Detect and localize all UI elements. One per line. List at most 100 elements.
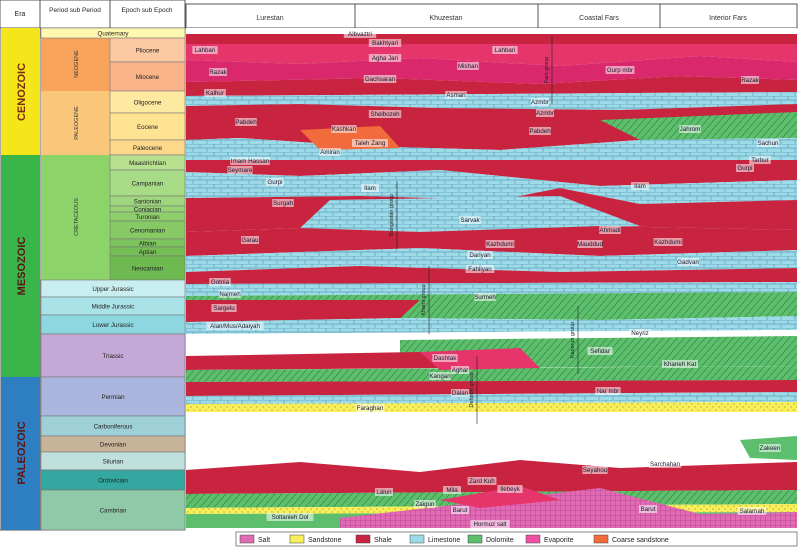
- epoch-label: Neocamian: [132, 266, 164, 273]
- region-interior-fars: Interior Fars: [709, 15, 747, 22]
- region-lurestan: Lurestan: [256, 15, 283, 22]
- legend-swatch: [409, 534, 425, 544]
- formation-label-bg: [443, 486, 461, 494]
- formation-label: Gadvan: [677, 259, 699, 266]
- formation-label-bg: [319, 148, 341, 156]
- formation-label: Bakhtyari: [372, 40, 398, 47]
- period-cretaceous-label: CRETACEOUS: [74, 198, 80, 236]
- formation-label: Zakeen: [760, 445, 781, 452]
- formation-label-bg: [361, 184, 379, 192]
- legend-label: Evaporite: [544, 537, 574, 544]
- formation-label-bg: [429, 372, 451, 380]
- formation-label-bg: [662, 360, 698, 368]
- epoch-label: Turonian: [135, 214, 160, 221]
- legend-swatch: [525, 534, 541, 544]
- formation-label: Kazhdumi: [486, 241, 514, 248]
- legend-label: Coarse sandstone: [612, 537, 669, 544]
- formation-label: Zard Kuh: [469, 478, 495, 485]
- formation-label: Sachun: [758, 140, 780, 147]
- epoch-label: Albian: [139, 241, 157, 248]
- formation-label: Khaneh Kat: [664, 361, 697, 368]
- epoch-label: Oligocene: [134, 100, 162, 107]
- legend-label: Limestone: [428, 537, 460, 544]
- formation-label-bg: [451, 389, 469, 397]
- formation-label: Dashtak: [434, 355, 458, 362]
- formation-label-bg: [741, 76, 759, 84]
- formation-label-bg: [219, 290, 241, 298]
- formation-label-bg: [631, 182, 649, 190]
- epoch-label: Paleocene: [133, 145, 163, 152]
- formation-label-bg: [497, 485, 523, 493]
- epoch-cell: [40, 376, 186, 417]
- formation-label-bg: [209, 278, 231, 286]
- epoch-label: Ordovician: [98, 478, 128, 485]
- formation-label: Garau: [241, 237, 259, 244]
- formation-label: Kashkan: [332, 126, 357, 133]
- formation-label: Surgah: [273, 200, 294, 207]
- formation-label: Agha Jari: [372, 55, 398, 62]
- formation-label: Dariyan: [469, 252, 491, 259]
- region-headers: Lurestan Khuzestan Coastal Fars Interior…: [185, 3, 798, 29]
- epoch-cell: [109, 112, 186, 141]
- formation-label-bg: [529, 127, 551, 135]
- formation-label-bg: [375, 488, 393, 496]
- formation-label-bg: [241, 236, 259, 244]
- formation-label: Dalan: [452, 390, 469, 397]
- epoch-label: Cambrian: [100, 508, 127, 515]
- formation-label-bg: [363, 75, 397, 83]
- formation-label: Mila: [446, 487, 458, 494]
- epoch-label: Campanian: [132, 181, 164, 188]
- formation-label-bg: [230, 157, 270, 165]
- formation-label-bg: [595, 387, 621, 395]
- formation-label-bg: [451, 366, 469, 374]
- epoch-label: Middle Jurassic: [92, 304, 135, 311]
- group-label: Dehram group: [469, 372, 475, 407]
- group-label: Fars group: [544, 57, 550, 84]
- epoch-label: Upper Jurassic: [92, 286, 133, 293]
- epoch-cell: [40, 333, 186, 378]
- time-scale-table: Era Period sub Period Epoch sub Epoch CE…: [0, 0, 186, 531]
- era-paleozoic-label: PALEOZOIC: [16, 421, 28, 484]
- formation-label-bg: [470, 520, 510, 528]
- formation-label: Gurp mbr: [607, 67, 633, 74]
- formation-label: Ilam: [364, 185, 376, 192]
- epoch-label: Maastrichtian: [129, 160, 166, 167]
- formation-label: Seyahou: [583, 467, 608, 474]
- formation-label: Aghar: [452, 367, 469, 374]
- formation-label-bg: [445, 91, 467, 99]
- header-period: Period sub Period: [49, 7, 101, 14]
- formation-label: Imam Hassan: [231, 158, 270, 165]
- epoch-label: Coniacian: [134, 207, 162, 214]
- formation-label: Salarnah: [740, 508, 765, 515]
- formation-label: Sarvak: [460, 217, 480, 224]
- formation-label: Sarchahan: [650, 461, 680, 468]
- legend-swatch: [239, 534, 255, 544]
- formation-label-bg: [648, 460, 682, 468]
- header-epoch: Epoch sub Epoch: [122, 7, 173, 14]
- formation-label-bg: [192, 46, 218, 54]
- formation-label-bg: [227, 166, 253, 174]
- epoch-label: Miocene: [136, 74, 160, 81]
- epoch-label: Carboniferous: [94, 424, 133, 431]
- group-label: Kazerun group: [570, 322, 576, 358]
- formation-label-bg: [451, 506, 469, 514]
- formation-label-bg: [759, 444, 781, 452]
- formation-label-bg: [272, 199, 294, 207]
- formation-label: Mishan: [458, 63, 479, 70]
- formation-label-bg: [235, 118, 257, 126]
- epoch-label: Eocene: [137, 124, 159, 131]
- period-paleogene-label: PALEOGENE: [74, 106, 80, 140]
- legend-swatch: [355, 534, 371, 544]
- formation-label: Albvaztri: [348, 31, 372, 38]
- period-paleogene-cell: [41, 91, 110, 155]
- formation-label-bg: [599, 226, 621, 234]
- period-cretaceous-cell: [41, 155, 110, 280]
- epoch-label: Devonian: [100, 442, 127, 449]
- formation-label-bg: [459, 216, 481, 224]
- formation-label-bg: [467, 251, 493, 259]
- epoch-cell: [109, 255, 186, 281]
- formation-label-bg: [531, 98, 549, 106]
- formation-label: Gotnia: [211, 279, 230, 286]
- formation-label-bg: [639, 505, 657, 513]
